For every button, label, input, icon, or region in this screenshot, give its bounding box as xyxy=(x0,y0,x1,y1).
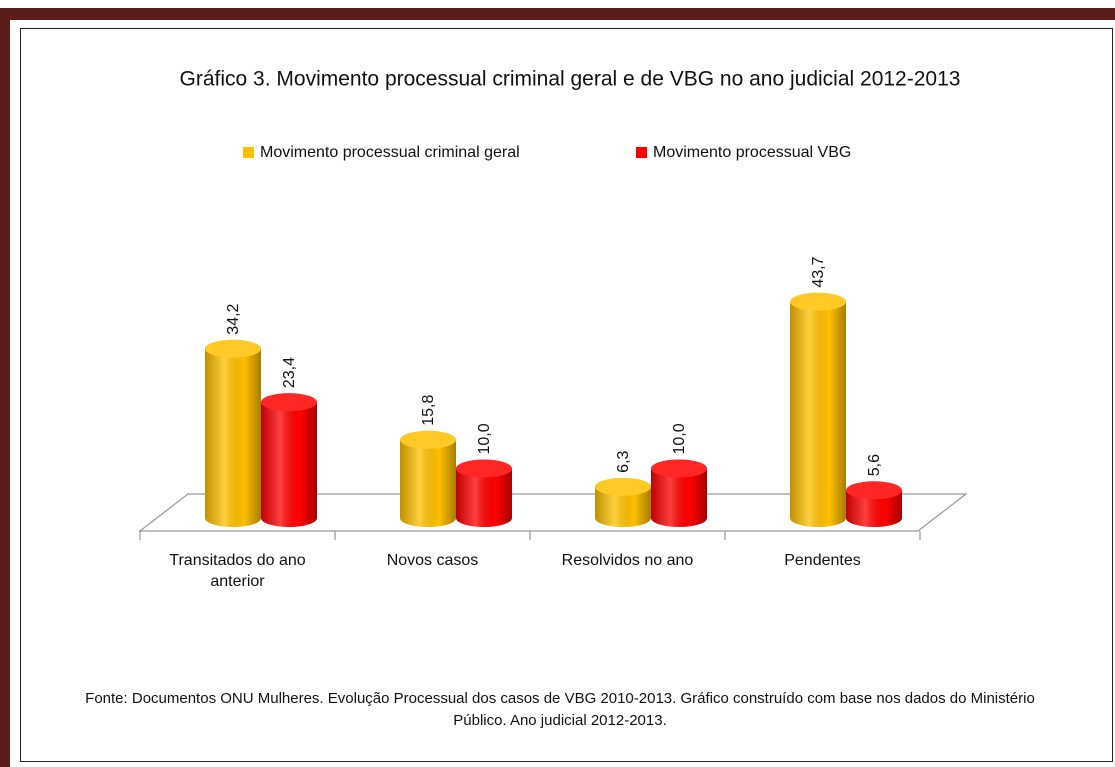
bar-top-shade xyxy=(400,430,456,449)
bar-top xyxy=(400,430,456,449)
bar-shade xyxy=(456,468,512,527)
bar-shade xyxy=(400,439,456,527)
data-label: 10,0 xyxy=(671,423,688,454)
bar-top-shade xyxy=(790,292,846,311)
data-label: 15,8 xyxy=(420,395,437,426)
data-label: 10,0 xyxy=(476,423,493,454)
bar-top xyxy=(205,339,261,358)
legend-label: Movimento processual criminal geral xyxy=(260,144,520,161)
data-label: 6,3 xyxy=(615,450,632,472)
x-tick-label: Resolvidos no ano xyxy=(561,552,694,569)
x-tick-label: Pendentes xyxy=(784,552,861,569)
bar-top-shade xyxy=(846,481,902,500)
bar-top-shade xyxy=(651,459,707,478)
bar-shade xyxy=(261,402,317,527)
x-tick-label: Transitados do ano anterior xyxy=(169,552,306,590)
data-label: 43,7 xyxy=(810,256,827,287)
floor xyxy=(138,493,968,532)
chart-title: Gráfico 3. Movimento processual criminal… xyxy=(180,68,961,91)
frame xyxy=(0,8,1115,767)
bar-top xyxy=(261,393,317,412)
bar-shade xyxy=(205,348,261,527)
legend-swatch xyxy=(243,147,254,158)
data-label: 34,2 xyxy=(225,303,242,334)
legend-label: Movimento processual VBG xyxy=(653,144,851,161)
bar-shade xyxy=(846,490,902,527)
data-label: 5,6 xyxy=(866,454,883,476)
bar-shade xyxy=(790,301,846,527)
bar-top xyxy=(651,459,707,478)
bar-top xyxy=(846,481,902,500)
bar-top-shade xyxy=(595,477,651,496)
bar-shade xyxy=(651,468,707,527)
bar-top-shade xyxy=(261,393,317,412)
chart-border xyxy=(20,28,1113,762)
bar-top xyxy=(456,459,512,478)
bar-top xyxy=(790,292,846,311)
source-note: Fonte: Documentos ONU Mulheres. Evolução… xyxy=(85,690,1035,729)
bar-shade xyxy=(595,486,651,527)
data-label: 23,4 xyxy=(281,357,298,388)
bar-top xyxy=(595,477,651,496)
bar-top-shade xyxy=(205,339,261,358)
x-tick-label: Novos casos xyxy=(386,552,479,569)
bar-top-shade xyxy=(456,459,512,478)
legend-swatch xyxy=(636,147,647,158)
